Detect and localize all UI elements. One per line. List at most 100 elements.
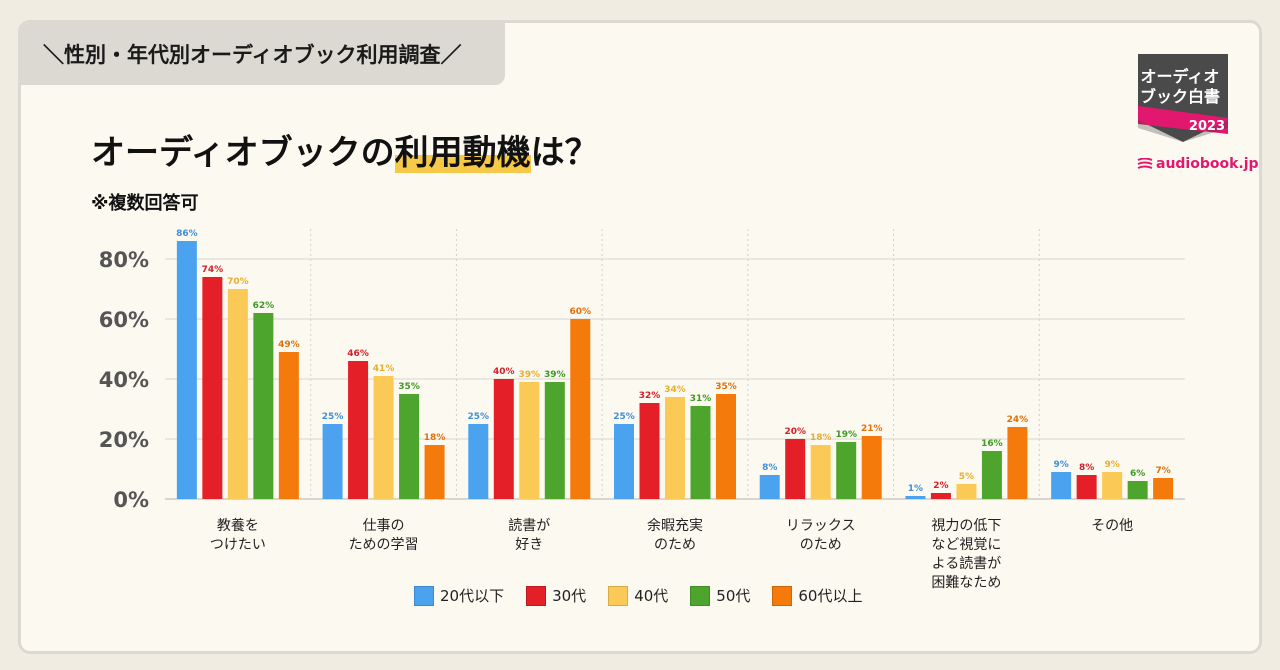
value-label: 34% bbox=[664, 385, 686, 395]
bar bbox=[861, 436, 882, 499]
bar bbox=[956, 484, 977, 499]
bar bbox=[690, 406, 711, 499]
bar bbox=[981, 451, 1002, 499]
title-pre: オーディオブックの bbox=[91, 133, 395, 173]
bar bbox=[1127, 481, 1148, 499]
bar bbox=[493, 379, 514, 499]
legend-label: 40代 bbox=[634, 587, 669, 605]
value-label: 25% bbox=[322, 412, 344, 422]
legend-label: 60代以上 bbox=[798, 587, 863, 605]
legend-item: 20代以下 bbox=[414, 585, 504, 606]
book-icon bbox=[1137, 158, 1153, 169]
category-label: 困難なため bbox=[931, 575, 1001, 591]
category-label: 余暇充実 bbox=[647, 517, 703, 534]
bar bbox=[519, 382, 540, 499]
y-tick-label: 40% bbox=[99, 368, 149, 392]
value-label: 46% bbox=[347, 349, 369, 359]
value-label: 35% bbox=[398, 382, 420, 392]
white-paper-badge-icon bbox=[1138, 54, 1228, 142]
bar bbox=[424, 445, 445, 499]
bar bbox=[1102, 472, 1123, 499]
value-label: 40% bbox=[493, 367, 515, 377]
value-label: 7% bbox=[1156, 466, 1171, 476]
legend-swatch bbox=[772, 585, 793, 606]
value-label: 5% bbox=[959, 472, 974, 482]
survey-tag: ＼性別・年代別オーディオブック利用調査／ bbox=[21, 23, 505, 85]
page-title: オーディオブックの利用動機は？ bbox=[91, 125, 599, 174]
value-label: 6% bbox=[1130, 469, 1145, 479]
bar bbox=[176, 241, 197, 499]
legend-swatch bbox=[690, 585, 711, 606]
value-label: 18% bbox=[810, 433, 832, 443]
category-label: 教養を bbox=[217, 517, 259, 534]
category-label: つけたい bbox=[210, 537, 266, 553]
value-label: 9% bbox=[1105, 460, 1120, 470]
value-label: 62% bbox=[253, 301, 275, 311]
bar bbox=[810, 445, 831, 499]
title-highlight: 利用動機 bbox=[394, 133, 531, 173]
value-label: 39% bbox=[519, 370, 541, 380]
bar bbox=[759, 475, 780, 499]
bar bbox=[930, 493, 951, 499]
bar bbox=[639, 403, 660, 499]
bar bbox=[468, 424, 489, 499]
chart-card: ＼性別・年代別オーディオブック利用調査／ オーディオブックの利用動機は？ ※複数… bbox=[18, 20, 1262, 654]
value-label: 8% bbox=[762, 463, 777, 473]
bar bbox=[836, 442, 857, 499]
bar bbox=[322, 424, 343, 499]
category-label: よる読書が bbox=[932, 555, 1002, 572]
value-label: 24% bbox=[1007, 415, 1029, 425]
bar bbox=[278, 352, 299, 499]
bar bbox=[665, 397, 685, 499]
y-tick-label: 60% bbox=[99, 308, 149, 332]
category-label: リラックス bbox=[786, 518, 856, 534]
category-label: 読書が bbox=[508, 517, 550, 534]
legend-item: 50代 bbox=[690, 585, 750, 606]
value-label: 25% bbox=[613, 412, 635, 422]
value-label: 31% bbox=[690, 394, 712, 404]
legend-swatch bbox=[608, 585, 629, 606]
badge-label: オーディオ ブック白書 bbox=[1132, 67, 1228, 107]
value-label: 60% bbox=[570, 307, 592, 317]
bar bbox=[1153, 478, 1174, 499]
category-label: など視覚に bbox=[931, 537, 1001, 553]
legend-item: 60代以上 bbox=[772, 585, 862, 606]
category-label: 仕事の bbox=[363, 518, 405, 534]
value-label: 9% bbox=[1054, 460, 1069, 470]
value-label: 86% bbox=[176, 229, 198, 239]
value-label: 18% bbox=[424, 433, 446, 443]
value-label: 8% bbox=[1079, 463, 1094, 473]
bar bbox=[373, 376, 394, 499]
value-label: 19% bbox=[835, 430, 857, 440]
legend-label: 20代以下 bbox=[440, 587, 505, 605]
value-label: 20% bbox=[784, 427, 806, 437]
value-label: 2% bbox=[933, 481, 948, 491]
value-label: 25% bbox=[468, 412, 490, 422]
bar bbox=[399, 394, 420, 499]
survey-tag-text: ＼性別・年代別オーディオブック利用調査／ bbox=[43, 43, 462, 67]
value-label: 74% bbox=[202, 265, 224, 275]
multiple-answer-note: ※複数回答可 bbox=[91, 193, 199, 214]
value-label: 16% bbox=[981, 439, 1003, 449]
bar bbox=[1051, 472, 1072, 499]
y-tick-label: 20% bbox=[99, 428, 149, 452]
legend-swatch bbox=[414, 585, 434, 606]
legend-label: 30代 bbox=[552, 587, 587, 605]
chart-legend: 20代以下 30代 40代 50代 60代以上 bbox=[414, 585, 862, 606]
bar bbox=[785, 439, 806, 499]
category-label: その他 bbox=[1091, 518, 1133, 534]
bar bbox=[202, 277, 223, 499]
badge-year: 2023 bbox=[1188, 119, 1226, 134]
bar bbox=[348, 361, 369, 499]
value-label: 39% bbox=[544, 370, 566, 380]
legend-item: 30代 bbox=[526, 585, 586, 606]
badge-line1: オーディオ bbox=[1140, 67, 1220, 86]
brand-text: audiobook.jp bbox=[1156, 156, 1259, 172]
value-label: 1% bbox=[908, 484, 923, 494]
value-label: 35% bbox=[715, 382, 737, 392]
bar bbox=[544, 382, 565, 499]
title-post: は？ bbox=[530, 133, 599, 173]
bar bbox=[614, 424, 634, 499]
bar bbox=[1076, 475, 1097, 499]
legend-label: 50代 bbox=[716, 587, 751, 605]
